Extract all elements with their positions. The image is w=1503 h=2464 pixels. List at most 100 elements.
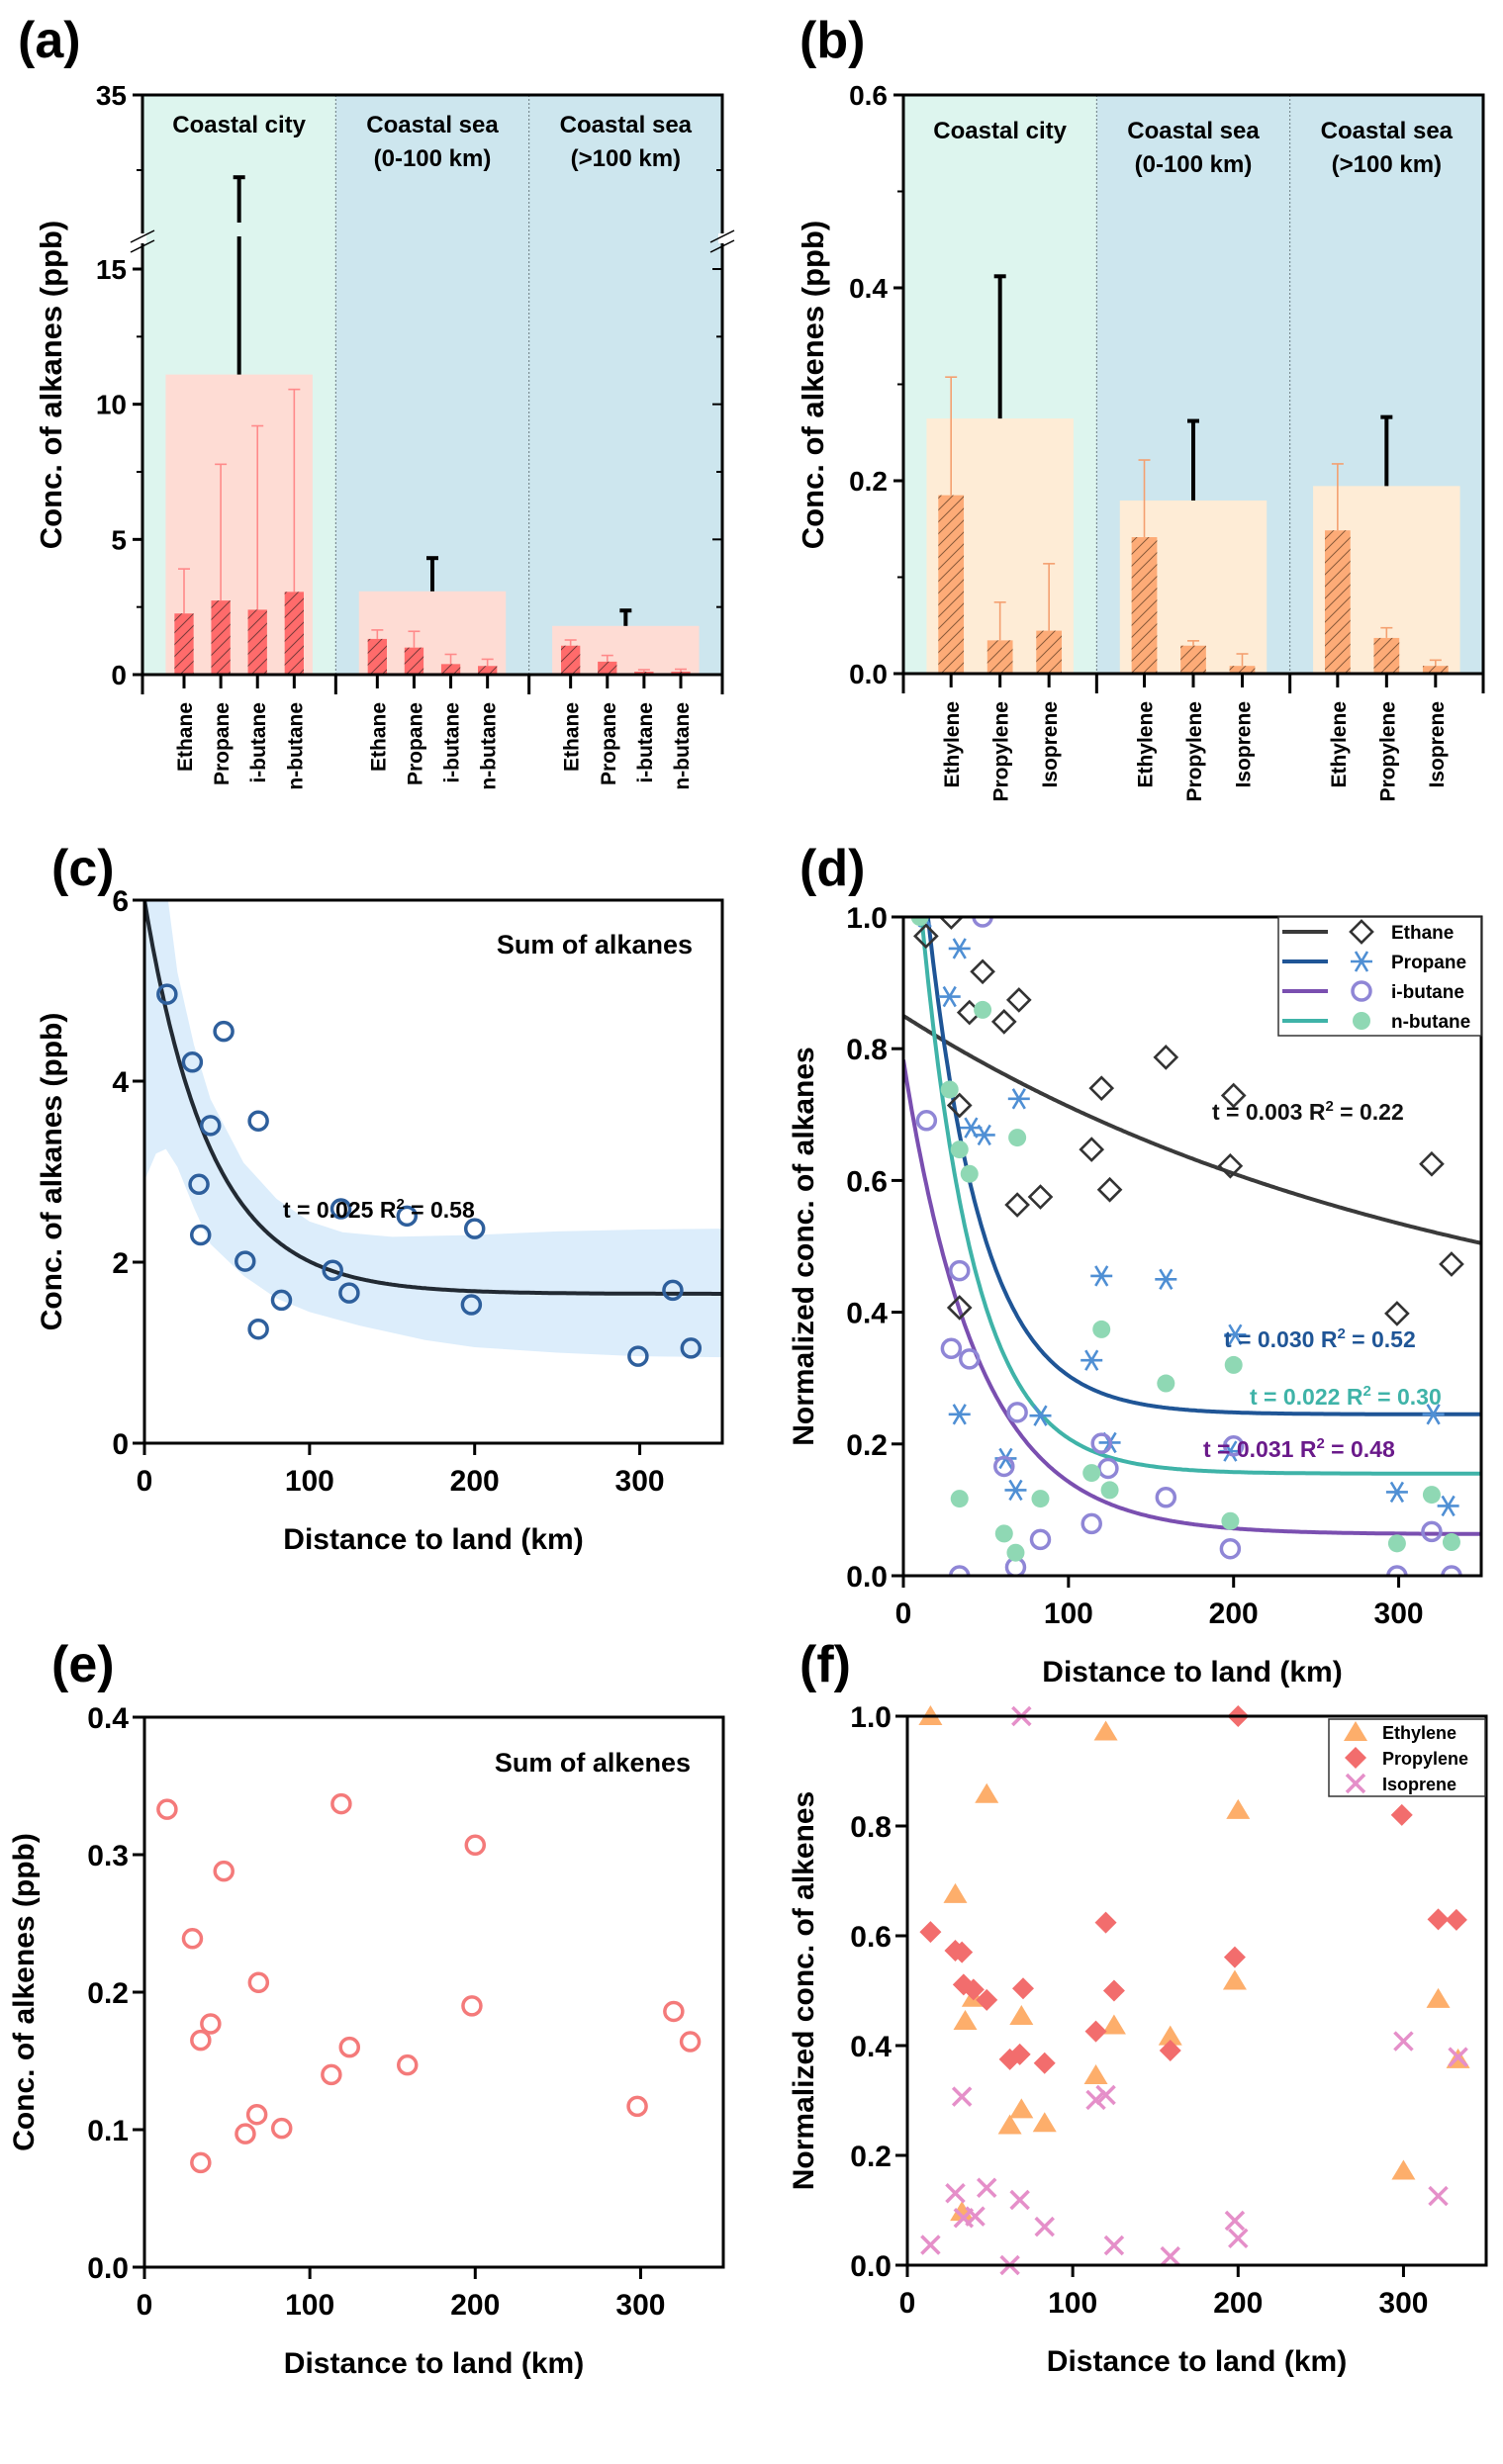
panel-label: (a) — [18, 12, 81, 69]
x-tick-label: Ethylene — [1135, 701, 1158, 788]
data-point-propylene — [1159, 2039, 1181, 2061]
data-point-propylene — [1390, 1803, 1413, 1826]
data-point — [245, 2103, 268, 2126]
data-point-propylene — [1084, 2020, 1107, 2043]
data-point — [461, 1995, 483, 2017]
panel-e: (e) 0 100 200 300 0.0 0.1 0.2 0.3 0.4 Distance to … — [8, 1636, 725, 2380]
y-tick-label: 0 — [111, 660, 127, 690]
y-tick-label: 0.4 — [846, 1298, 888, 1330]
group-title: (>100 km) — [571, 145, 681, 172]
y-axis-label: Conc. of alkanes (ppb) — [36, 1013, 68, 1331]
x-tick-label: 300 — [1374, 1597, 1424, 1630]
data-point-ethane — [970, 958, 995, 985]
bar-hatch — [1324, 530, 1351, 674]
plot-frame — [142, 898, 724, 1445]
data-point-propylene — [1445, 1908, 1467, 1931]
bar-hatch — [247, 609, 267, 675]
data-point — [188, 1173, 210, 1196]
x-tick-label: Ethane — [561, 702, 584, 772]
data-point-n-butane — [950, 1141, 969, 1159]
data-point-propylene — [976, 1988, 998, 2011]
legend-label: Ethane — [1391, 923, 1454, 944]
data-point-i-butane — [1029, 1528, 1052, 1551]
data-point — [235, 2123, 256, 2145]
data-point-i-butane — [1090, 1432, 1112, 1454]
x-tick-label: Propane — [598, 702, 620, 785]
fit-curve-n-butane — [919, 917, 1481, 1476]
data-point-n-butane — [960, 1164, 979, 1183]
data-point-propylene — [1012, 1977, 1034, 2000]
fit-label-sup: 2 — [1362, 1383, 1370, 1400]
y-tick-label: 0.2 — [87, 1977, 129, 2010]
x-tick-label: n-butane — [671, 702, 694, 790]
y-tick-label: 4 — [112, 1066, 129, 1099]
data-point-propylene — [951, 1941, 974, 1963]
legend-marker — [1349, 919, 1374, 945]
data-point-ethylene — [1093, 1720, 1118, 1741]
x-tick-label: 0 — [895, 1597, 912, 1630]
data-point — [200, 2013, 222, 2035]
bar-hatch — [440, 664, 461, 675]
x-tick-label: Ethylene — [1328, 701, 1351, 788]
data-point-i-butane — [993, 1455, 1015, 1478]
data-point-ethylene — [1009, 2005, 1034, 2026]
legend-label: Ethylene — [1382, 1723, 1456, 1743]
x-axis-label: Distance to land (km) — [1047, 2345, 1347, 2378]
data-point-n-butane — [1221, 1511, 1240, 1530]
data-point-ethane — [1153, 1045, 1179, 1070]
y-tick-label: 1.0 — [850, 1701, 892, 1734]
panel-d: (d) 0 100 200 300 0.0 0.2 0.4 0.6 0.8 1.0 Distance … — [788, 840, 1483, 1688]
y-tick-label: 0.3 — [87, 1840, 129, 1872]
data-point — [235, 1250, 256, 1272]
data-point — [156, 983, 178, 1005]
fit-label-t: t = 0.030 — [1224, 1326, 1314, 1352]
bar-hatch — [671, 671, 691, 675]
y-tick-label: 0.4 — [850, 2031, 892, 2063]
bar-hatch — [211, 600, 231, 675]
data-point-propane — [1155, 1268, 1177, 1290]
data-point-propane — [1422, 1404, 1445, 1425]
y-tick-label: 0.0 — [87, 2252, 129, 2285]
x-tick-label: 300 — [615, 1465, 665, 1498]
y-tick-label: 1.0 — [846, 902, 888, 935]
data-point — [247, 1110, 269, 1133]
fit-label: t = 0.031 R2 = 0.48 — [1203, 1435, 1395, 1462]
data-point — [663, 2000, 685, 2023]
x-tick-label: 0 — [137, 1465, 153, 1498]
data-point-propylene — [1008, 2043, 1031, 2065]
y-tick-label: 0.2 — [846, 1429, 888, 1462]
legend: Ethylene Propylene Isoprene — [1328, 1718, 1486, 1797]
confidence-band-group — [144, 900, 722, 1358]
x-axis-label: Distance to land (km) — [283, 1523, 583, 1556]
data-point — [213, 1860, 235, 1882]
y-tick-label: 0 — [112, 1428, 129, 1461]
data-point-i-butane — [1421, 1520, 1443, 1543]
panel-a: (a) Coastal city Ethane Propane i-butane n-bu… — [18, 12, 735, 790]
data-point-ethane — [913, 923, 939, 950]
x-tick-label: 200 — [1213, 2287, 1263, 2320]
y-tick-label: 15 — [96, 254, 127, 285]
data-point-n-butane — [940, 1080, 959, 1099]
y-tick-label: 0.0 — [850, 2250, 892, 2283]
data-point — [464, 1834, 487, 1857]
data-point — [213, 1020, 235, 1043]
data-point-isoprene — [965, 2206, 986, 2227]
fit-curve-propane — [925, 917, 1481, 1416]
data-point-i-butane — [972, 917, 993, 928]
panel-label: (f) — [799, 1636, 851, 1693]
data-point-isoprene — [1428, 2185, 1449, 2207]
data-point-propylene — [919, 1921, 942, 1944]
data-point-n-butane — [1008, 1129, 1027, 1147]
fit-label: t = 0.003 R2 = 0.22 — [1212, 1098, 1404, 1125]
data-point-ethylene — [975, 1782, 999, 1803]
bar-hatch — [561, 645, 581, 675]
data-point — [662, 1279, 684, 1302]
fit-label-r: R — [1340, 1384, 1362, 1410]
x-tick-label: 0 — [137, 2289, 153, 2322]
data-point-ethane — [1079, 1137, 1105, 1162]
data-point-ethane — [1088, 1075, 1115, 1101]
y-axis-label: Normalized conc. of alkanes — [788, 1047, 820, 1445]
data-point-ethylene — [1032, 2112, 1057, 2133]
data-point — [396, 1205, 419, 1228]
